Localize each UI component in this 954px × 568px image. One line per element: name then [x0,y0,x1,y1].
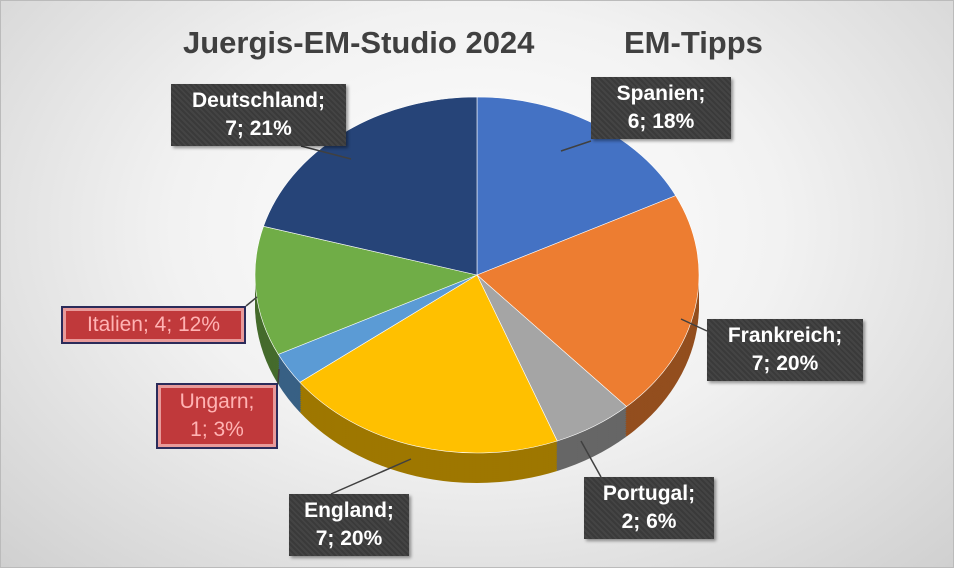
slice [299,274,558,454]
leader-line [680,318,708,332]
data-label: Italien; 4; 12% [61,306,246,344]
slice [254,225,479,355]
leader-line [245,296,258,307]
leader-line [580,440,602,478]
data-label: Spanien; 6; 18% [591,77,731,139]
leader-line [300,145,352,160]
chart-title: Juergis-EM-Studio 2024 [183,25,535,60]
leader-line [330,458,412,495]
data-label: Deutschland; 7; 21% [171,84,346,146]
leader-line [560,140,592,152]
data-label: Portugal; 2; 6% [584,477,714,539]
chart-subtitle: EM-Tipps [624,25,763,60]
data-label: England; 7; 20% [289,494,409,556]
slice [476,195,700,407]
data-label: Ungarn; 1; 3% [156,383,278,449]
data-label: Frankreich; 7; 20% [707,319,863,381]
leader-line [277,368,280,384]
